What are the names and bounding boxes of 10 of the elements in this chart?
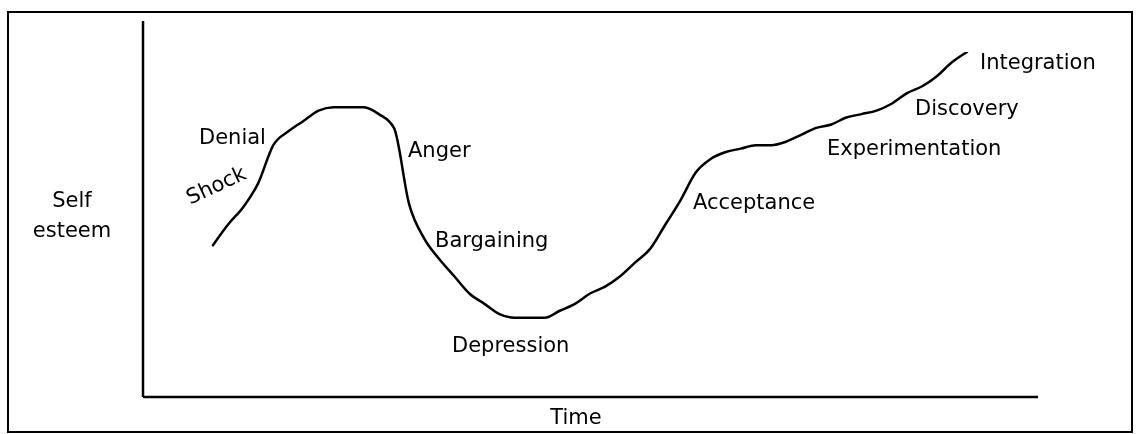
annotation: Experimentation (827, 136, 1002, 160)
text: Integration (980, 50, 1096, 74)
annotation: Depression (452, 333, 570, 357)
annotation: Acceptance (693, 190, 816, 214)
y-axis-title: Self esteem (32, 188, 112, 242)
annotation: Bargaining (435, 228, 549, 252)
annotation: Denial (199, 125, 266, 149)
annotation: Discovery (915, 96, 1019, 120)
x-axis-title: Time (550, 405, 602, 429)
annotation: Anger (408, 138, 471, 162)
